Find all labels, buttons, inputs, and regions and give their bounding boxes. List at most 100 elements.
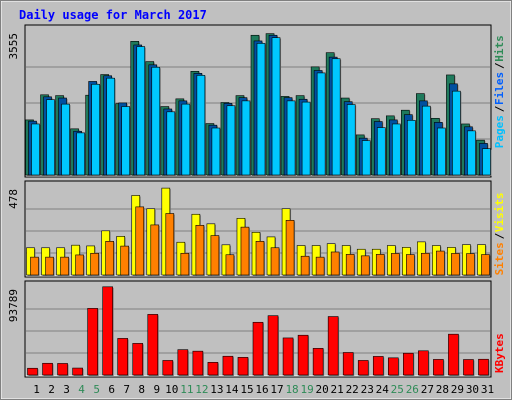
legend-separator: / bbox=[493, 105, 506, 112]
bar-kbytes-day-24 bbox=[372, 356, 384, 376]
x-tick-label-day-15: 15 bbox=[240, 383, 253, 396]
bar-sites-day-2 bbox=[45, 256, 54, 276]
bar-kbytes-day-22 bbox=[342, 352, 354, 376]
x-tick-label-day-28: 28 bbox=[436, 383, 449, 396]
bar-pages-day-24 bbox=[376, 127, 386, 176]
bar-pages-day-10 bbox=[166, 111, 176, 176]
bar-pages-day-22 bbox=[346, 104, 356, 176]
bar-kbytes-day-21 bbox=[327, 316, 339, 376]
x-tick-label-day-12: 12 bbox=[195, 383, 208, 396]
bar-kbytes-day-5 bbox=[87, 308, 98, 376]
x-tick-label-day-11: 11 bbox=[180, 383, 193, 396]
x-tick-label-day-6: 6 bbox=[108, 383, 115, 396]
x-tick-label-day-14: 14 bbox=[225, 383, 239, 396]
bar-kbytes-day-3 bbox=[57, 363, 68, 376]
x-tick-label-day-17: 17 bbox=[270, 383, 283, 396]
bar-kbytes-day-30 bbox=[463, 359, 474, 376]
bar-pages-day-18 bbox=[286, 100, 296, 176]
x-tick-label-day-10: 10 bbox=[165, 383, 178, 396]
bar-sites-day-31 bbox=[481, 254, 490, 276]
bar-sites-day-29 bbox=[451, 253, 460, 276]
bar-kbytes-day-29 bbox=[448, 333, 459, 376]
bar-pages-day-19 bbox=[301, 101, 311, 176]
bar-kbytes-day-12 bbox=[192, 350, 204, 376]
bar-sites-day-1 bbox=[30, 256, 39, 276]
bar-kbytes-day-11 bbox=[177, 349, 189, 376]
bar-kbytes-day-27 bbox=[418, 350, 429, 376]
bar-sites-day-9 bbox=[150, 224, 160, 276]
bar-pages-day-4 bbox=[76, 132, 85, 176]
x-tick-label-day-1: 1 bbox=[33, 383, 40, 396]
x-axis-day-labels: 1 2 3 4 5 6 7 8 9 10 11 12 13 14 15 16 17 18 19 20 21 22 23 24 2… bbox=[33, 383, 494, 396]
bar-pages-day-31 bbox=[482, 148, 491, 176]
bar-sites-day-10 bbox=[165, 213, 175, 276]
legend-sites: Sites bbox=[493, 242, 506, 275]
bar-pages-day-5 bbox=[91, 83, 100, 176]
bar-kbytes-day-18 bbox=[282, 337, 294, 376]
x-tick-label-day-27: 27 bbox=[421, 383, 434, 396]
bar-sites-day-19 bbox=[300, 255, 310, 276]
bar-kbytes-day-15 bbox=[237, 357, 249, 376]
legend-visits-sites: Sites /Visits bbox=[493, 192, 506, 275]
legend-visits: Visits bbox=[493, 192, 506, 232]
bar-pages-day-25 bbox=[391, 123, 401, 176]
legend-pages: Pages bbox=[493, 115, 506, 148]
bar-pages-day-29 bbox=[452, 90, 461, 176]
bar-sites-day-7 bbox=[120, 245, 130, 276]
bar-pages-day-15 bbox=[241, 100, 251, 176]
x-tick-label-day-8: 8 bbox=[138, 383, 145, 396]
x-tick-label-day-7: 7 bbox=[123, 383, 130, 396]
x-tick-label-day-26: 26 bbox=[406, 383, 419, 396]
legend-separator: / bbox=[493, 232, 506, 239]
bar-pages-day-16 bbox=[256, 43, 266, 176]
bar-kbytes-day-28 bbox=[433, 359, 444, 376]
legend-kbytes: KBytes bbox=[493, 333, 506, 373]
bar-pages-day-14 bbox=[226, 105, 236, 176]
bar-pages-day-26 bbox=[407, 120, 416, 176]
bar-sites-day-13 bbox=[210, 235, 220, 276]
bar-pages-day-17 bbox=[271, 37, 281, 176]
bar-kbytes-day-7 bbox=[117, 338, 129, 376]
bar-sites-day-14 bbox=[225, 254, 235, 276]
legend-hits-files-pages: Pages/Files/Hits bbox=[493, 35, 506, 148]
y-max-label: 93789 bbox=[7, 289, 20, 322]
bar-sites-day-15 bbox=[240, 226, 250, 276]
bar-sites-day-28 bbox=[436, 250, 445, 276]
bar-kbytes-day-23 bbox=[357, 360, 369, 376]
x-tick-label-day-21: 21 bbox=[331, 383, 344, 396]
panel-kbytes: 93789 KBytes bbox=[7, 280, 506, 378]
bar-sites-day-21 bbox=[330, 251, 340, 276]
x-tick-label-day-24: 24 bbox=[376, 383, 390, 396]
y-max-label: 3555 bbox=[7, 33, 20, 60]
x-tick-label-day-9: 9 bbox=[153, 383, 160, 396]
bar-pages-day-23 bbox=[361, 140, 371, 176]
bar-sites-day-26 bbox=[406, 254, 415, 276]
bar-kbytes-day-19 bbox=[297, 334, 309, 376]
bar-pages-day-3 bbox=[61, 103, 70, 176]
bar-kbytes-day-20 bbox=[312, 348, 324, 376]
bar-pages-day-27 bbox=[422, 105, 431, 176]
bar-sites-day-12 bbox=[195, 224, 205, 276]
bar-sites-day-4 bbox=[75, 254, 84, 276]
bar-sites-day-23 bbox=[360, 255, 370, 276]
x-tick-label-day-20: 20 bbox=[316, 383, 329, 396]
bar-kbytes-day-2 bbox=[42, 362, 53, 376]
bar-pages-day-20 bbox=[316, 72, 326, 176]
chart-title: Daily usage for March 2017 bbox=[19, 8, 207, 22]
bar-pages-day-1 bbox=[31, 123, 40, 176]
bar-sites-day-30 bbox=[466, 253, 475, 276]
bar-kbytes-day-26 bbox=[403, 352, 414, 376]
bar-kbytes-day-14 bbox=[222, 355, 234, 376]
bar-sites-day-22 bbox=[345, 254, 355, 276]
x-tick-label-day-16: 16 bbox=[255, 383, 268, 396]
legend-hits: Hits bbox=[493, 35, 506, 62]
bar-pages-day-7 bbox=[121, 106, 131, 176]
bar-pages-day-21 bbox=[331, 58, 341, 176]
bar-pages-day-9 bbox=[151, 66, 161, 176]
bar-kbytes-day-17 bbox=[267, 315, 279, 376]
bar-sites-day-16 bbox=[255, 241, 265, 276]
x-tick-label-day-31: 31 bbox=[481, 383, 494, 396]
legend-separator: / bbox=[493, 62, 506, 69]
x-tick-label-day-4: 4 bbox=[78, 383, 85, 396]
